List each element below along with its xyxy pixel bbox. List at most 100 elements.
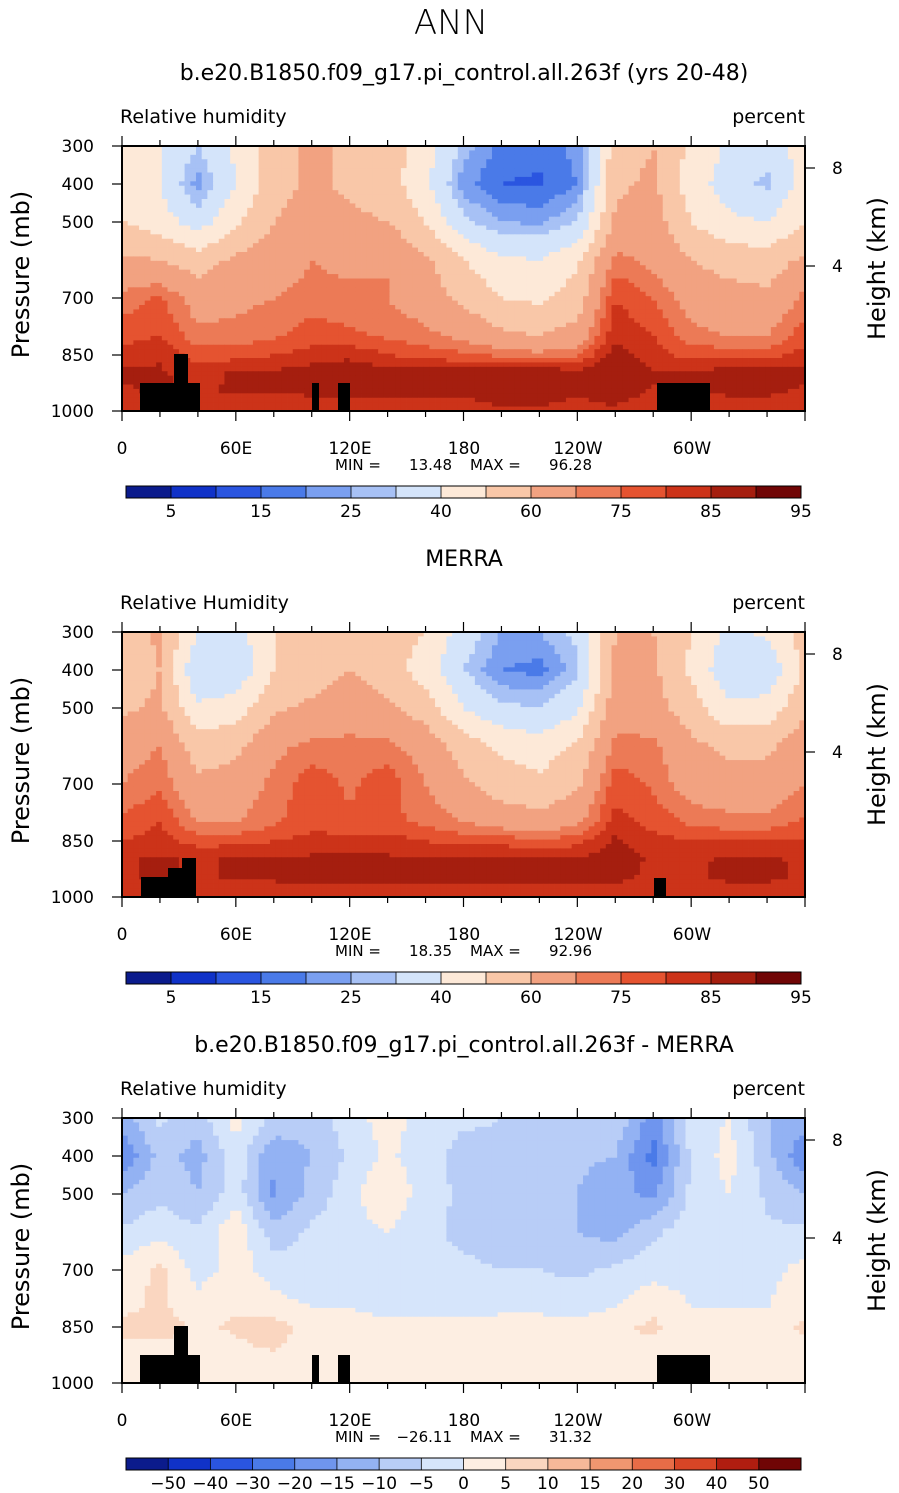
min-value: −26.11	[396, 1428, 452, 1446]
units-label: percent	[732, 592, 805, 614]
heatmap-field	[122, 632, 805, 897]
y-tick-label: 1000	[51, 1374, 94, 1394]
colorbar-swatch	[759, 1458, 801, 1470]
colorbar-swatch	[711, 972, 756, 984]
colorbar-swatch	[171, 972, 216, 984]
max-label: MAX =	[470, 456, 521, 474]
y-tick-label: 400	[62, 175, 94, 195]
colorbar-swatch	[126, 972, 171, 984]
colorbar-label: 85	[700, 988, 722, 1008]
colorbar-label: −10	[361, 1474, 397, 1493]
colorbar-swatch	[711, 486, 756, 498]
colorbar-swatch	[261, 972, 306, 984]
colorbar-swatch	[379, 1458, 421, 1470]
x-tick-label: 60W	[673, 1411, 712, 1431]
colorbar: −50 −40 −30 −20 −15 −10 −5 0 5 10 15 20 30 40 50	[126, 1458, 801, 1493]
colorbar-swatch	[441, 972, 486, 984]
max-label: MAX =	[470, 1428, 521, 1446]
y-axis-right-label: Height (km)	[863, 1169, 891, 1312]
colorbar-swatch	[171, 486, 216, 498]
page-title: ANN	[414, 3, 488, 43]
colorbar-swatch	[168, 1458, 210, 1470]
colorbar-swatch	[666, 972, 711, 984]
heatmap-field	[122, 1118, 805, 1383]
min-label: MIN =	[335, 456, 381, 474]
colorbar-swatch	[576, 486, 621, 498]
y-tick-label: 1000	[51, 888, 94, 908]
colorbar-swatch	[351, 486, 396, 498]
y-axis-label: Pressure (mb)	[7, 1163, 35, 1330]
units-label: percent	[732, 106, 805, 128]
colorbar-label: 50	[748, 1474, 770, 1493]
colorbar-swatch	[337, 1458, 379, 1470]
y-tick-label: 500	[62, 1185, 94, 1205]
max-label: MAX =	[470, 942, 521, 960]
colorbar-swatch	[126, 486, 171, 498]
height-tick-label: 8	[832, 1131, 843, 1151]
y-tick-label: 850	[62, 832, 94, 852]
colorbar-swatch	[674, 1458, 716, 1470]
y-tick-label: 500	[62, 213, 94, 233]
height-tick-label: 4	[832, 1229, 843, 1249]
max-value: 92.96	[549, 942, 592, 960]
variable-label: Relative humidity	[120, 106, 287, 128]
units-label: percent	[732, 1078, 805, 1100]
colorbar-label: 10	[537, 1474, 559, 1493]
colorbar: 5 15 25 40 60 75 85 95	[126, 486, 812, 522]
colorbar-swatch	[351, 972, 396, 984]
height-tick-label: 4	[832, 743, 843, 763]
colorbar-swatch	[756, 486, 801, 498]
colorbar-label: 15	[250, 988, 272, 1008]
colorbar-label: 95	[790, 988, 812, 1008]
colorbar-label: 40	[706, 1474, 728, 1493]
x-tick-label: 60W	[673, 925, 712, 945]
colorbar-swatch	[486, 972, 531, 984]
x-tick-label: 60E	[220, 925, 252, 945]
y-tick-label: 400	[62, 1147, 94, 1167]
height-tick-label: 4	[832, 257, 843, 277]
colorbar-label: −20	[277, 1474, 313, 1493]
x-tick-label: 0	[117, 1411, 128, 1431]
y-tick-label: 400	[62, 661, 94, 681]
colorbar-label: −30	[235, 1474, 271, 1493]
colorbar-swatch	[666, 486, 711, 498]
x-tick-label: 60W	[673, 439, 712, 459]
colorbar-label: 25	[340, 502, 362, 522]
y-tick-label: 850	[62, 1318, 94, 1338]
panel-1: b.e20.B1850.f09_g17.pi_control.all.263f …	[7, 61, 891, 522]
colorbar-label: 60	[520, 502, 542, 522]
colorbar-swatch	[531, 972, 576, 984]
colorbar-label: 15	[250, 502, 272, 522]
variable-label: Relative Humidity	[120, 592, 289, 614]
colorbar-label: 30	[664, 1474, 686, 1493]
panel-title: b.e20.B1850.f09_g17.pi_control.all.263f …	[180, 61, 749, 86]
min-label: MIN =	[335, 1428, 381, 1446]
colorbar-swatch	[216, 972, 261, 984]
colorbar-label: 60	[520, 988, 542, 1008]
colorbar-swatch	[216, 486, 261, 498]
colorbar-swatch	[506, 1458, 548, 1470]
height-tick-label: 8	[832, 645, 843, 665]
y-tick-label: 850	[62, 346, 94, 366]
colorbar-swatch	[464, 1458, 506, 1470]
colorbar-swatch	[396, 486, 441, 498]
min-value: 13.48	[409, 456, 452, 474]
colorbar-label: 95	[790, 502, 812, 522]
colorbar-swatch	[421, 1458, 463, 1470]
colorbar-label: 5	[166, 502, 177, 522]
y-tick-label: 500	[62, 699, 94, 719]
colorbar-swatch	[126, 1458, 168, 1470]
colorbar-swatch	[210, 1458, 252, 1470]
min-label: MIN =	[335, 942, 381, 960]
colorbar-label: 15	[579, 1474, 601, 1493]
y-axis-right-label: Height (km)	[863, 197, 891, 340]
colorbar-label: −5	[409, 1474, 434, 1493]
y-tick-label: 700	[62, 1261, 94, 1281]
y-tick-label: 1000	[51, 402, 94, 422]
colorbar-swatch	[306, 972, 351, 984]
colorbar-swatch	[717, 1458, 759, 1470]
colorbar-label: −50	[150, 1474, 186, 1493]
colorbar-swatch	[632, 1458, 674, 1470]
colorbar-swatch	[295, 1458, 337, 1470]
